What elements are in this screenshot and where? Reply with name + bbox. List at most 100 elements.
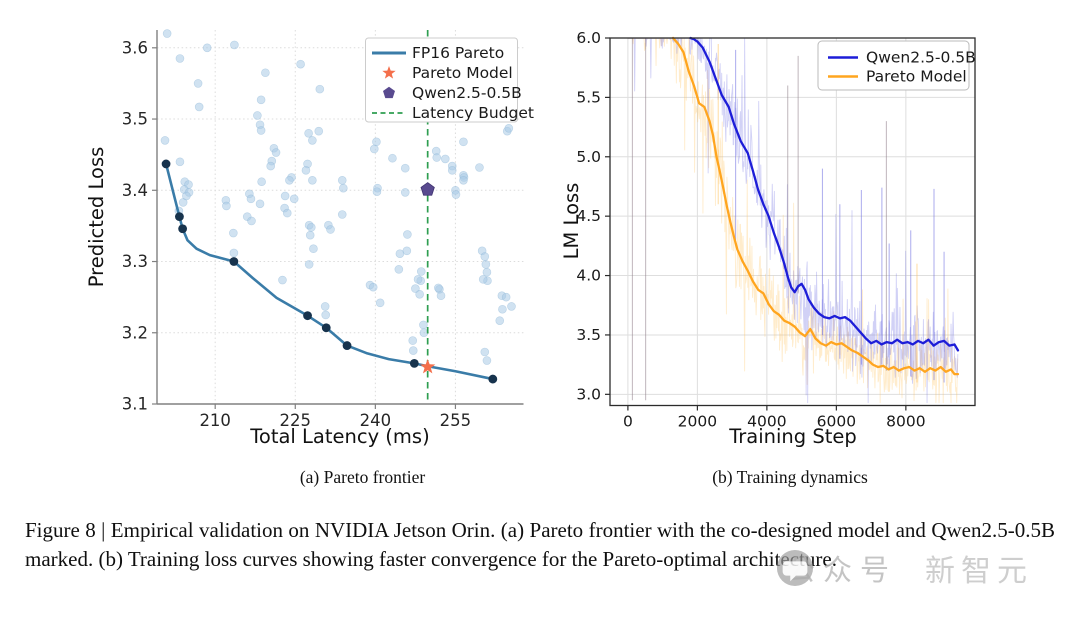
- x-axis-label-total-latency: Total Latency (ms): [249, 425, 429, 448]
- scatter-point: [408, 336, 418, 345]
- scatter-point: [337, 176, 347, 185]
- scatter-point: [375, 298, 385, 308]
- legend-label: FP16 Pareto: [412, 44, 504, 62]
- x-axis-label-training-step: Training Step: [728, 425, 857, 448]
- figure-caption: Figure 8 | Empirical validation on NVIDI…: [25, 518, 1055, 571]
- scatter-point: [160, 136, 170, 145]
- scatter-point: [372, 137, 381, 147]
- scatter-point: [419, 328, 429, 338]
- scatter-point: [202, 43, 212, 53]
- y-tick-label: 6.0: [576, 29, 601, 47]
- x-tick-label: 6000: [817, 413, 856, 431]
- scatter-point: [400, 163, 410, 173]
- loss-curve-pareto: [671, 36, 960, 376]
- scatter-point: [368, 282, 378, 292]
- scatter-point: [413, 275, 423, 284]
- scatter-point: [304, 128, 313, 138]
- pareto-frontier-point: [409, 358, 419, 368]
- scatter-point: [482, 267, 492, 277]
- raw-loss-trace-pareto: [627, 37, 959, 404]
- y-tick-label: 3.6: [122, 38, 148, 57]
- training-chart-curves: [671, 36, 960, 376]
- scatter-point: [229, 228, 238, 238]
- y-axis-label-lm-loss: LM Loss: [560, 183, 583, 260]
- scatter-point: [400, 188, 410, 197]
- scatter-point: [459, 137, 468, 147]
- subcaption-a: (a) Pareto frontier: [299, 467, 426, 487]
- scatter-point: [495, 316, 505, 325]
- scatter-point: [175, 157, 185, 167]
- scatter-point: [419, 320, 428, 330]
- scatter-point: [498, 304, 507, 314]
- scatter-point: [451, 190, 461, 199]
- scatter-point: [408, 346, 418, 355]
- scatter-point: [296, 59, 305, 69]
- scatter-point: [447, 166, 457, 175]
- scatter-point: [308, 136, 317, 145]
- watermark-text-xinzhiyuan: 新智元: [925, 554, 1034, 589]
- scatter-point: [339, 183, 348, 193]
- scatter-point: [504, 124, 514, 133]
- scatter-point: [482, 356, 492, 365]
- scatter-point: [304, 260, 314, 269]
- y-tick-label: 3.5: [576, 326, 601, 344]
- pareto-chart-axes: 210 225 240 255 3.1 3.2 3.3 3.4 3.5 3.6: [122, 30, 524, 430]
- scatter-point: [478, 275, 488, 284]
- scatter-point: [229, 248, 239, 258]
- scatter-point: [309, 244, 318, 254]
- pareto-frontier-point: [175, 212, 184, 222]
- legend-star-sample: [382, 66, 396, 79]
- scatter-point: [314, 126, 324, 136]
- scatter-point: [320, 302, 330, 311]
- scatter-point: [481, 260, 491, 269]
- scatter-point: [480, 347, 490, 357]
- scatter-point: [194, 102, 204, 112]
- y-tick-label: 3.5: [122, 110, 148, 129]
- legend-label: Latency Budget: [412, 104, 534, 122]
- legend-label: Pareto Model: [412, 64, 513, 82]
- scatter-point: [337, 210, 347, 219]
- scatter-point: [459, 176, 468, 185]
- scatter-point: [289, 194, 299, 204]
- y-tick-label: 4.5: [576, 207, 601, 225]
- scatter-point: [246, 194, 256, 204]
- x-tick-label: 4000: [747, 413, 786, 431]
- scatter-point: [432, 153, 442, 162]
- scatter-point: [388, 153, 397, 163]
- pareto-frontier-point: [178, 224, 188, 234]
- training-dynamics-chart: 0 2000 4000 6000 8000 3.0 3.5 4.0 4.5 5.0 5.5 6.0 Q…: [560, 29, 976, 448]
- scatter-point: [308, 176, 317, 185]
- pareto-frontier-point: [229, 257, 239, 266]
- scatter-point: [416, 267, 426, 276]
- scatter-point: [193, 79, 203, 88]
- y-tick-label: 5.0: [576, 148, 601, 166]
- scatter-point: [278, 275, 287, 285]
- scatter-point: [253, 111, 262, 120]
- subcaption-b: (b) Training dynamics: [712, 467, 868, 487]
- y-axis-label-predicted-loss: Predicted Loss: [85, 147, 108, 288]
- pareto-chart-legend: FP16 Pareto Pareto Model Qwen2.5-0.5B Laten…: [365, 37, 534, 123]
- scatter-point: [256, 126, 266, 135]
- scatter-point: [301, 166, 311, 175]
- x-tick-label: 8000: [886, 413, 925, 431]
- training-chart-axes: 0 2000 4000 6000 8000 3.0 3.5 4.0 4.5 5.0 5.5 6.0: [576, 29, 976, 431]
- legend-label: Pareto Model: [866, 68, 967, 86]
- legend-pentagon-sample: [383, 86, 395, 99]
- scatter-point: [394, 265, 404, 274]
- y-tick-label: 3.0: [576, 385, 601, 403]
- scatter-point: [182, 191, 191, 201]
- scatter-point: [434, 283, 443, 293]
- pareto-frontier-point: [488, 374, 498, 384]
- scatter-point: [369, 144, 379, 154]
- x-tick-label: 2000: [678, 413, 717, 431]
- y-tick-label: 5.5: [576, 88, 601, 106]
- x-tick-label: 0: [623, 413, 633, 431]
- scatter-point: [315, 84, 325, 94]
- qwen-marker: [420, 182, 435, 196]
- x-tick-label: 225: [280, 411, 312, 430]
- watermark: 公众号 新智元: [776, 546, 1033, 590]
- scatter-point: [326, 225, 335, 234]
- y-tick-label: 4.0: [576, 267, 601, 285]
- scatter-point: [261, 68, 270, 78]
- scatter-point: [282, 208, 292, 218]
